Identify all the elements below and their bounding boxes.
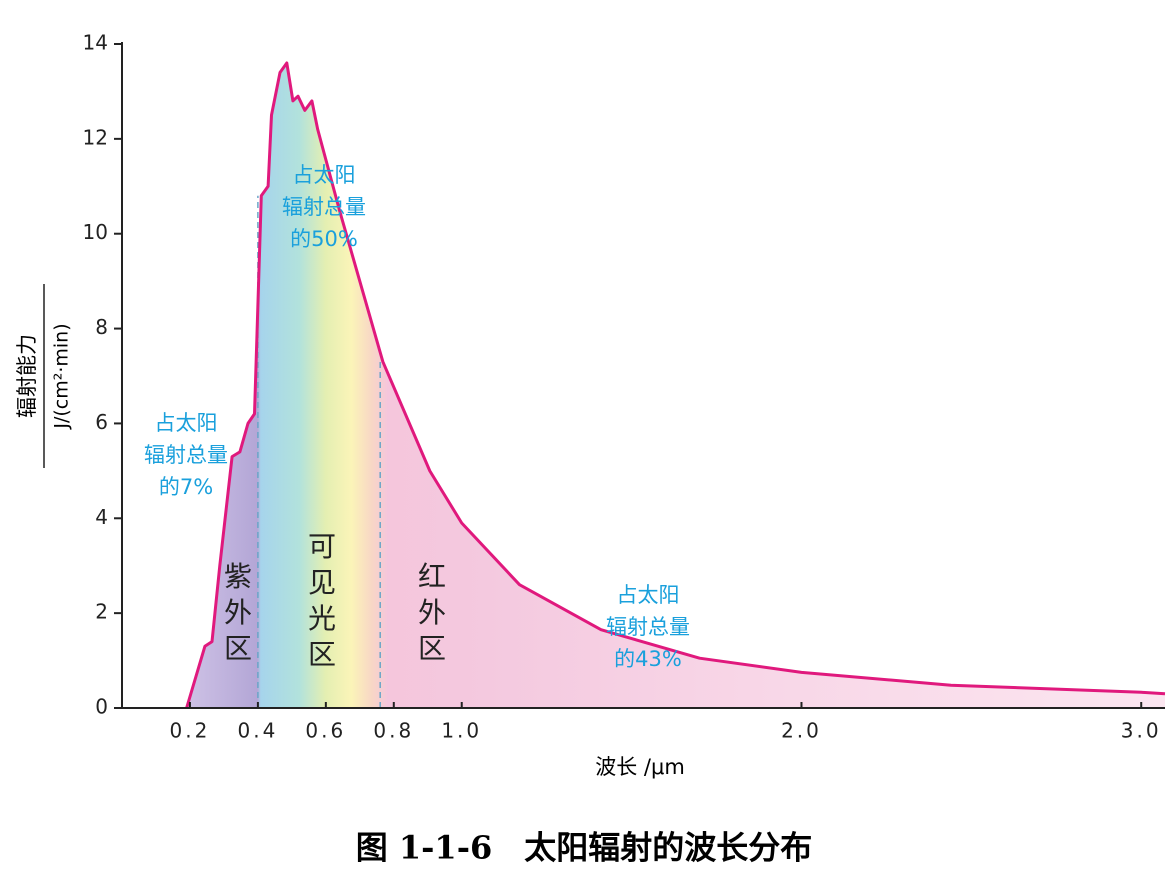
region-label: 可 [308,530,336,563]
y-tick-label: 12 [83,125,108,149]
spectrum-line [185,61,1166,709]
annotation: 辐射总量 [144,443,228,467]
x-tick-label: 1.0 [441,719,482,743]
y-axis-label: J/(cm²·min) [51,323,73,429]
x-tick-label: 0.2 [170,719,211,743]
annotation: 的7% [159,475,213,499]
annotation: 占太阳 [617,583,680,607]
region-label: 紫 [224,560,252,593]
x-tick-label: 0.8 [373,719,414,743]
annotation: 的50% [290,227,358,251]
y-tick-label: 8 [95,315,108,339]
caption: 图 1-1-6 太阳辐射的波长分布 [356,829,813,867]
y-tick-label: 0 [95,695,108,719]
region-label: 见 [308,566,336,599]
region-label: 外 [418,596,446,629]
x-tick-label: 2.0 [781,719,822,743]
annotation: 占太阳 [293,163,356,187]
annotation: 的43% [614,647,682,671]
x-tick-label: 0.4 [237,719,278,743]
y-tick-label: 10 [83,220,108,244]
region-label: 红 [418,560,446,593]
x-axis-label: 波长 /μm [595,755,685,779]
x-tick-label: 3.0 [1121,719,1162,743]
annotation: 辐射总量 [282,195,366,219]
annotation: 辐射总量 [606,615,690,639]
annotation: 占太阳 [155,411,218,435]
region-label: 区 [224,632,252,665]
y-tick-label: 14 [83,31,108,55]
y-tick-label: 6 [95,410,108,434]
y-tick-label: 4 [95,505,108,529]
area-fill [186,63,1166,708]
x-tick-label: 0.6 [305,719,346,743]
region-label: 光 [308,602,336,635]
y-axis-label: 辐射能力 [15,334,39,418]
region-label: 区 [418,632,446,665]
region-label: 外 [224,596,252,629]
region-label: 区 [308,638,336,671]
y-tick-label: 2 [95,600,108,624]
